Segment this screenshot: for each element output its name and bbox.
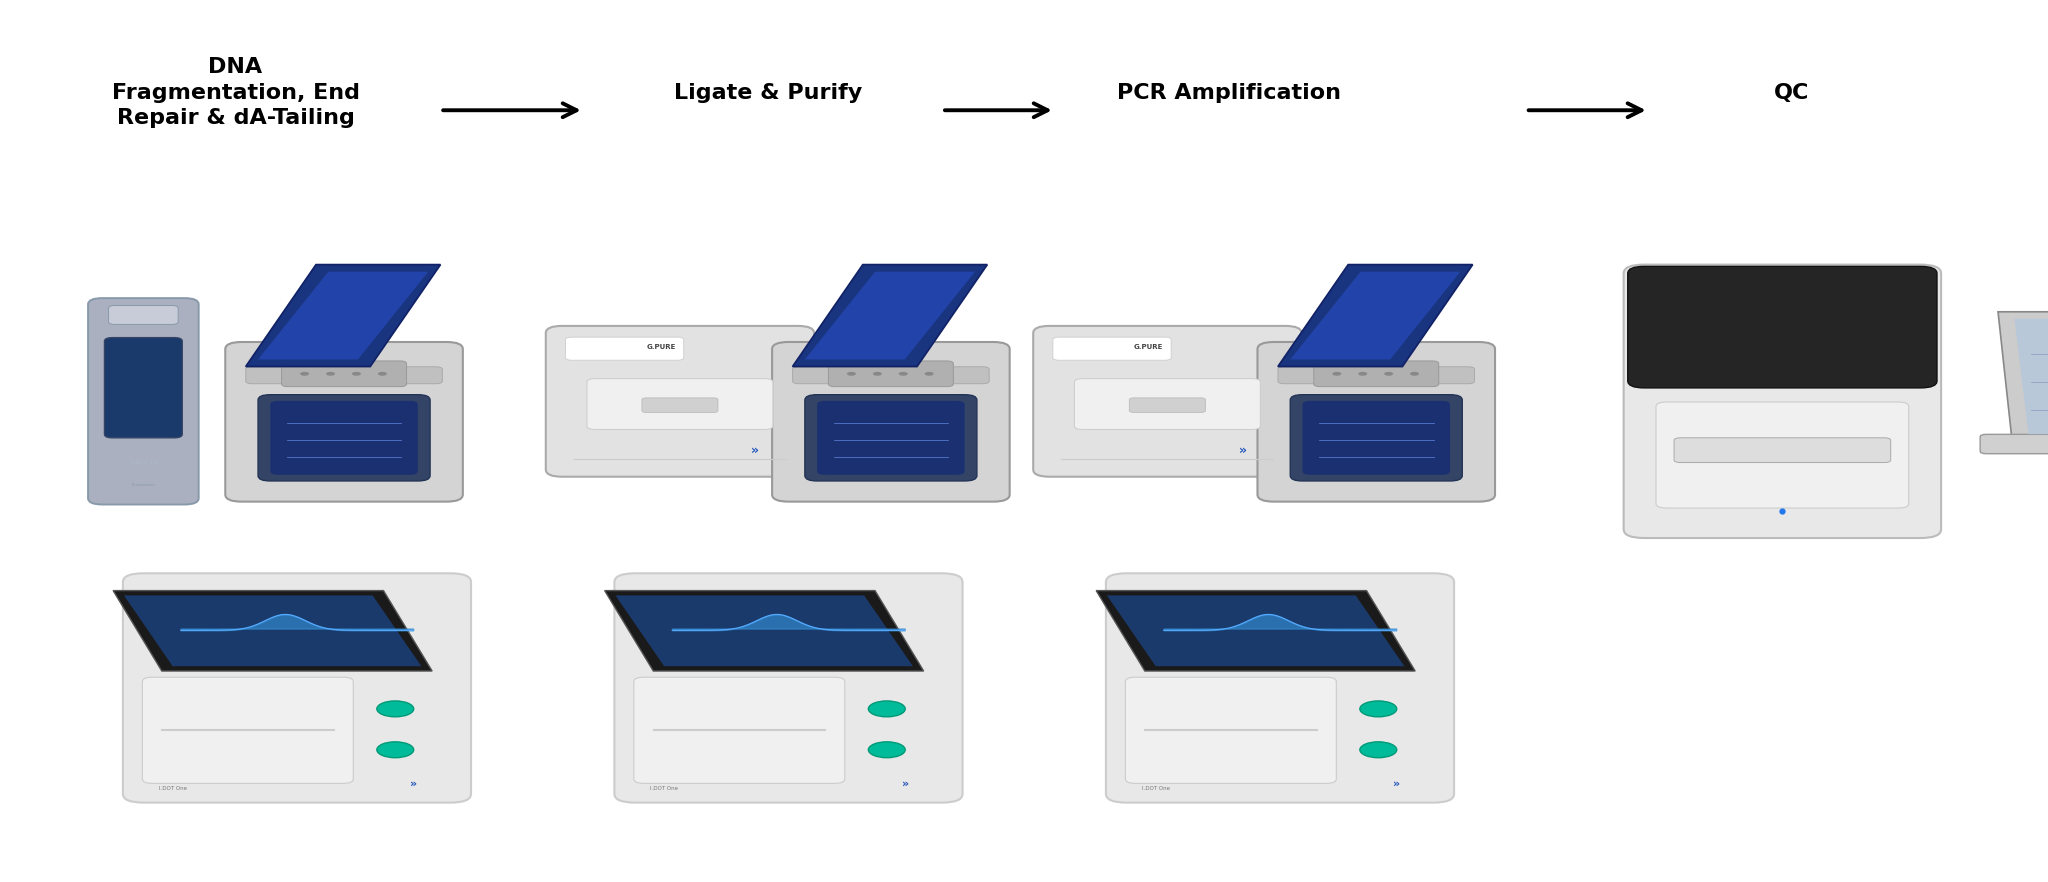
- Polygon shape: [113, 591, 432, 671]
- Text: »: »: [752, 444, 760, 457]
- Polygon shape: [2015, 318, 2048, 434]
- Polygon shape: [1108, 595, 1405, 666]
- FancyBboxPatch shape: [1128, 398, 1206, 413]
- FancyBboxPatch shape: [1106, 573, 1454, 803]
- Circle shape: [301, 372, 309, 376]
- FancyBboxPatch shape: [1628, 266, 1937, 388]
- Circle shape: [848, 372, 856, 376]
- Circle shape: [1360, 701, 1397, 717]
- Circle shape: [352, 372, 360, 376]
- Text: »: »: [1393, 779, 1401, 789]
- FancyBboxPatch shape: [1053, 337, 1171, 360]
- Polygon shape: [793, 265, 987, 367]
- Polygon shape: [1096, 591, 1415, 671]
- FancyBboxPatch shape: [588, 378, 772, 430]
- Circle shape: [926, 372, 934, 376]
- FancyBboxPatch shape: [283, 361, 406, 386]
- Circle shape: [1384, 372, 1393, 376]
- Circle shape: [326, 372, 336, 376]
- FancyBboxPatch shape: [1315, 361, 1440, 386]
- FancyBboxPatch shape: [1126, 677, 1335, 783]
- Circle shape: [872, 372, 883, 376]
- Circle shape: [377, 701, 414, 717]
- FancyBboxPatch shape: [641, 398, 719, 413]
- Text: »: »: [410, 779, 418, 789]
- Circle shape: [868, 742, 905, 758]
- Text: »: »: [901, 779, 909, 789]
- FancyBboxPatch shape: [270, 400, 418, 475]
- FancyBboxPatch shape: [225, 342, 463, 502]
- FancyBboxPatch shape: [104, 338, 182, 437]
- Circle shape: [1333, 372, 1341, 376]
- FancyBboxPatch shape: [817, 400, 965, 475]
- FancyBboxPatch shape: [1257, 342, 1495, 502]
- Text: PCR Amplification: PCR Amplification: [1116, 83, 1341, 102]
- FancyBboxPatch shape: [793, 367, 989, 384]
- Circle shape: [1360, 742, 1397, 758]
- FancyBboxPatch shape: [1075, 378, 1260, 430]
- Polygon shape: [805, 272, 975, 360]
- FancyBboxPatch shape: [1624, 265, 1942, 538]
- Circle shape: [1411, 372, 1419, 376]
- Text: G.PURE: G.PURE: [1135, 344, 1163, 350]
- FancyBboxPatch shape: [246, 367, 442, 384]
- Text: I.DOT One: I.DOT One: [158, 786, 186, 790]
- Text: QC: QC: [1774, 83, 1810, 102]
- FancyBboxPatch shape: [827, 361, 952, 386]
- Circle shape: [899, 372, 907, 376]
- FancyBboxPatch shape: [545, 325, 815, 476]
- FancyBboxPatch shape: [88, 298, 199, 505]
- Polygon shape: [604, 591, 924, 671]
- Text: Fluorometer: Fluorometer: [131, 482, 156, 487]
- Polygon shape: [1290, 272, 1460, 360]
- Polygon shape: [1999, 311, 2048, 441]
- FancyBboxPatch shape: [635, 677, 844, 783]
- Polygon shape: [258, 272, 428, 360]
- Text: DNA
Fragmentation, End
Repair & dA-Tailing: DNA Fragmentation, End Repair & dA-Taili…: [111, 57, 360, 128]
- Circle shape: [377, 372, 387, 376]
- FancyBboxPatch shape: [1303, 400, 1450, 475]
- Text: G.PURE: G.PURE: [647, 344, 676, 350]
- Polygon shape: [616, 595, 913, 666]
- FancyBboxPatch shape: [614, 573, 963, 803]
- FancyBboxPatch shape: [1673, 437, 1890, 462]
- Polygon shape: [246, 265, 440, 367]
- FancyBboxPatch shape: [805, 395, 977, 481]
- Polygon shape: [1645, 273, 1921, 381]
- FancyBboxPatch shape: [258, 395, 430, 481]
- FancyBboxPatch shape: [772, 342, 1010, 502]
- Text: »: »: [1239, 444, 1247, 457]
- Polygon shape: [125, 595, 422, 666]
- Circle shape: [377, 742, 414, 758]
- FancyBboxPatch shape: [1657, 402, 1909, 508]
- FancyBboxPatch shape: [565, 337, 684, 360]
- FancyBboxPatch shape: [1980, 434, 2048, 453]
- Polygon shape: [1278, 265, 1473, 367]
- FancyBboxPatch shape: [1290, 395, 1462, 481]
- Text: I.DOT One: I.DOT One: [1143, 786, 1169, 790]
- FancyBboxPatch shape: [109, 305, 178, 325]
- Circle shape: [1358, 372, 1368, 376]
- Circle shape: [868, 701, 905, 717]
- Text: Qubit® 3.0: Qubit® 3.0: [129, 460, 158, 466]
- FancyBboxPatch shape: [1278, 367, 1475, 384]
- FancyBboxPatch shape: [141, 677, 352, 783]
- FancyBboxPatch shape: [123, 573, 471, 803]
- Text: I.DOT One: I.DOT One: [651, 786, 678, 790]
- Text: Ligate & Purify: Ligate & Purify: [674, 83, 862, 102]
- FancyBboxPatch shape: [1032, 325, 1303, 476]
